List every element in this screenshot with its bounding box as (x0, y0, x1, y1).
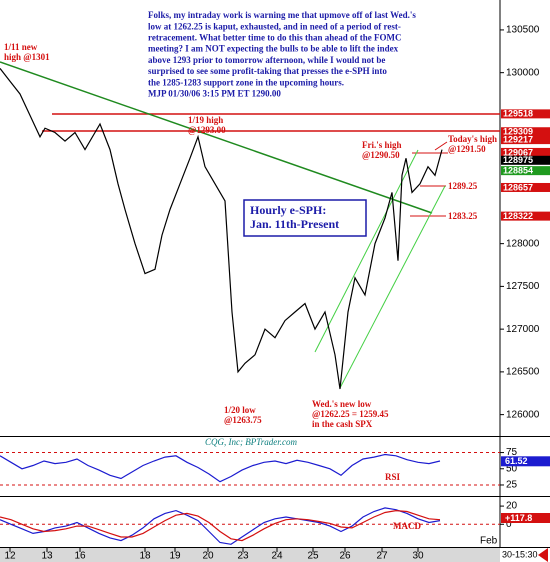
annotation: Today's high (448, 134, 497, 144)
panel-label: MACD (393, 521, 421, 531)
y-tick-label: 25 (506, 480, 518, 491)
pointer (434, 141, 448, 151)
channel-line (314, 149, 419, 353)
price-box-label: 128322 (503, 211, 533, 221)
annotation: 1289.25 (448, 181, 478, 191)
last-time: 30-15:30 (502, 549, 538, 559)
legend-title: Jan. 11th-Present (250, 217, 339, 231)
x-tick-label: 30 (412, 551, 424, 562)
price-box (501, 211, 550, 221)
current-box (501, 513, 550, 523)
price-box (501, 182, 550, 192)
price-box (501, 147, 550, 157)
current-box-label: 61.52 (505, 456, 528, 466)
commentary-line: the 1285-1283 support zone in the upcomi… (148, 77, 344, 87)
source: CQG, Inc; BPTrader.com (205, 437, 297, 447)
annotation: in the cash SPX (312, 419, 373, 429)
y-tick-label: 0 (506, 519, 512, 530)
commentary-line: surprised to see some profit-taking that… (148, 66, 387, 76)
panel-label: RSI (385, 472, 401, 482)
x-axis-strip (0, 548, 500, 562)
annotation: high @1301 (4, 52, 50, 62)
series-line (0, 509, 441, 542)
y-tick-label: 130000 (506, 67, 540, 78)
y-tick-label: 127500 (506, 281, 540, 292)
current-box (501, 456, 550, 467)
commentary-line: above 1293 prior to tomorrow afternoon, … (148, 55, 385, 65)
y-tick-label: 130500 (506, 25, 540, 36)
annotation: @1262.25 = 1259.45 (312, 409, 389, 419)
legend-box (243, 199, 367, 237)
series-line (0, 68, 443, 390)
x-tick-label: 26 (339, 551, 351, 562)
x-tick-label: 19 (169, 551, 181, 562)
y-tick-label: 126000 (506, 409, 540, 420)
price-box-label: 128657 (503, 182, 533, 192)
y-tick-label: 127000 (506, 324, 540, 335)
series-line (0, 453, 441, 483)
price-box (501, 109, 550, 119)
annotation: Wed.'s new low (312, 399, 372, 409)
y-tick-label: 75 (506, 447, 518, 458)
y-tick-label: 126500 (506, 367, 540, 378)
y-tick-label: 128000 (506, 238, 540, 249)
channel-line (339, 185, 446, 389)
x-tick-label: 13 (41, 551, 53, 562)
annotation: 1/20 low (224, 405, 256, 415)
commentary-line: low at 1262.25 is kaput, exhausted, and … (148, 21, 401, 31)
price-box-label: 129217 (503, 134, 533, 144)
x-tick-label: 20 (202, 551, 214, 562)
annotation: @1293.00 (188, 125, 226, 135)
y-tick-label: 20 (506, 501, 518, 512)
price-box-label: 128854 (503, 166, 533, 176)
price-box-label: 128975 (503, 155, 533, 165)
commentary-line: Folks, my intraday work is warning me th… (148, 10, 416, 20)
series-line (0, 507, 441, 545)
commentary-line: retracement. What better time to do this… (148, 32, 401, 42)
x-tick-label: 18 (139, 551, 151, 562)
price-box (501, 135, 550, 145)
x-tick-label: 25 (307, 551, 319, 562)
x-tick-label: 24 (271, 551, 283, 562)
price-box-label: 129518 (503, 109, 533, 119)
price-box-label: 129309 (503, 127, 533, 137)
trend-line (0, 61, 433, 214)
annotation: 1/11 new (4, 42, 38, 52)
annotation: @1263.75 (224, 415, 262, 425)
current-box-label: +117.8 (505, 513, 532, 523)
price-box (501, 166, 550, 176)
annotation: @1290.50 (362, 150, 400, 160)
legend-title: Hourly e-SPH: (250, 203, 326, 217)
x-tick-label: 16 (74, 551, 86, 562)
price-box (501, 155, 550, 165)
x-tick-label: 27 (376, 551, 388, 562)
x-tick-label: 12 (4, 551, 16, 562)
commentary-line: MJP 01/30/06 3:15 PM ET 1290.00 (148, 88, 281, 98)
y-tick-label: 50 (506, 463, 518, 474)
annotation: Fri.'s high (362, 140, 402, 150)
x-tick-label: 23 (237, 551, 249, 562)
commentary-line: meeting? I am NOT expecting the bulls to… (148, 44, 399, 54)
price-box-label: 129067 (503, 147, 533, 157)
scroll-arrow[interactable] (538, 548, 548, 562)
annotation: 1283.25 (448, 211, 478, 221)
month-label: Feb (480, 536, 498, 547)
annotation: @1291.50 (448, 144, 486, 154)
price-box (501, 127, 550, 137)
annotation: 1/19 high (188, 115, 223, 125)
